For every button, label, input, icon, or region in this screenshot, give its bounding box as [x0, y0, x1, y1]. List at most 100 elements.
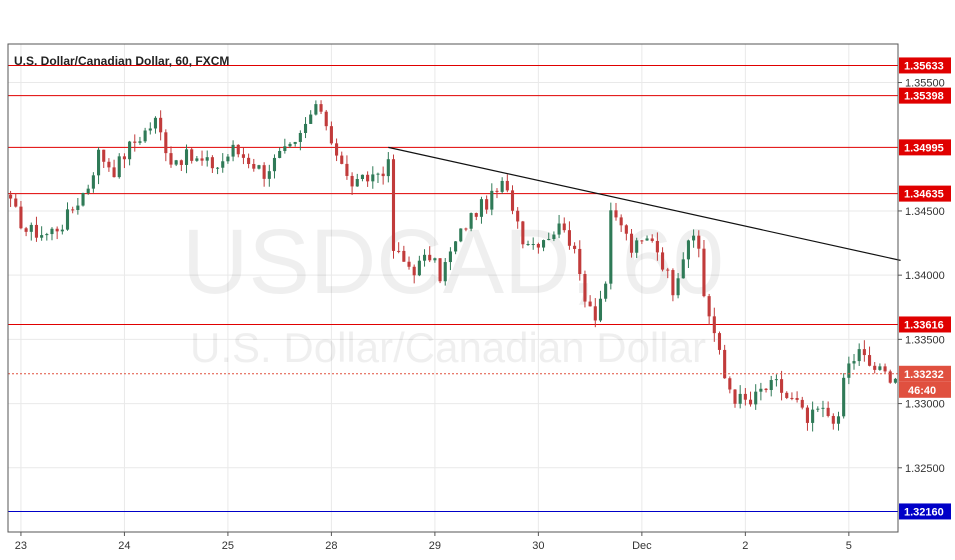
y-tick-label: 1.35500 — [905, 78, 945, 90]
candle-body — [159, 117, 163, 133]
x-tick-label: 2 — [742, 540, 748, 552]
candle-body — [179, 160, 183, 165]
candle-body — [593, 306, 597, 321]
candle-body — [697, 235, 701, 249]
x-tick-label: Dec — [632, 540, 652, 552]
candle-body — [174, 160, 178, 165]
level-price-tag: 1.34995 — [904, 142, 944, 154]
level-price-tag-bg — [899, 87, 951, 104]
candle-body — [645, 238, 649, 241]
candle-body — [360, 174, 364, 179]
candle-body — [14, 198, 18, 207]
trendline[interactable] — [388, 146, 901, 261]
current-price-tag-bg — [899, 365, 951, 382]
x-tick-label: 30 — [532, 540, 544, 552]
candle-body — [836, 416, 841, 424]
candle-body — [272, 157, 277, 172]
candle-body — [45, 234, 49, 236]
candle-body — [340, 155, 344, 164]
candle-body — [847, 363, 851, 378]
candle-body — [702, 248, 706, 297]
y-tick-label: 1.33000 — [905, 399, 945, 411]
candle-body — [769, 380, 773, 391]
candle-body — [29, 224, 33, 232]
candle-body — [816, 408, 820, 410]
candle-body — [490, 190, 494, 210]
candle-body — [288, 143, 292, 147]
candle-body — [314, 104, 318, 115]
candle-body — [738, 393, 742, 404]
candle-body — [505, 180, 509, 191]
candle-body — [785, 392, 789, 398]
candle-body — [153, 117, 158, 129]
candle-body — [800, 399, 804, 408]
x-tick-label: 5 — [846, 540, 852, 552]
candle-body — [795, 398, 799, 400]
horizontal-levels[interactable] — [8, 64, 898, 512]
candle-body — [873, 365, 877, 370]
candle-body — [743, 393, 747, 400]
candle-body — [469, 213, 473, 229]
candle-body — [510, 190, 515, 211]
candle-body — [583, 274, 587, 302]
candle-body — [500, 180, 504, 192]
candle-body — [65, 209, 70, 230]
candle-body — [443, 262, 447, 282]
candle-body — [547, 238, 551, 241]
candle-body — [552, 234, 556, 239]
candle-body — [629, 233, 634, 253]
candle-body — [190, 149, 194, 161]
candle-body — [355, 178, 359, 187]
candle-body — [712, 316, 716, 334]
candle-body — [893, 378, 897, 383]
level-price-tag-bg — [899, 139, 951, 156]
candle-body — [81, 193, 85, 206]
level-price-tag-bg — [899, 185, 951, 202]
time-axis[interactable]: 23 24 25 28 29 30 Dec 2 5 — [15, 532, 852, 552]
candle-body — [257, 165, 261, 169]
candle-body — [376, 173, 380, 175]
price-axis[interactable]: 1.35500 1.34500 1.34000 1.33500 1.33000 1.325… — [898, 78, 945, 475]
candle-body — [598, 298, 603, 321]
candle-body — [19, 206, 23, 229]
candle-body — [278, 150, 282, 158]
candle-body — [345, 163, 349, 176]
candle-body — [293, 141, 297, 144]
candle-body — [252, 163, 256, 169]
candle-body — [122, 156, 126, 160]
level-price-tag: 1.32160 — [904, 506, 944, 518]
candle-body — [748, 399, 753, 405]
candle-body — [536, 244, 540, 248]
candle-body — [516, 210, 520, 222]
candle-body — [526, 244, 530, 246]
candle-body — [117, 156, 121, 178]
candle-body — [655, 240, 659, 253]
candle-body — [661, 252, 665, 270]
candle-body — [24, 228, 28, 232]
candle-body — [888, 371, 892, 383]
trendline-group[interactable] — [388, 146, 901, 261]
x-tick-label: 23 — [15, 540, 27, 552]
candle-body — [350, 175, 354, 187]
countdown-label: 46:40 — [908, 385, 936, 397]
candle-body — [138, 141, 142, 143]
candle-body — [852, 361, 856, 364]
candle-body — [857, 349, 861, 362]
candle-body — [267, 171, 271, 179]
candle-body — [205, 157, 209, 161]
candle-body — [298, 132, 302, 142]
candle-body — [86, 188, 90, 194]
candle-body — [236, 144, 240, 155]
candle-body — [609, 210, 613, 284]
candle-body — [619, 217, 623, 226]
candle-body — [231, 144, 235, 157]
candle-body — [102, 149, 106, 162]
candle-body — [557, 223, 561, 235]
level-price-tag: 1.33616 — [904, 319, 944, 331]
candle-body — [329, 126, 333, 144]
candle-body — [417, 260, 421, 276]
candle-body — [366, 174, 370, 182]
candle-body — [391, 159, 396, 251]
candle-body — [878, 366, 882, 370]
